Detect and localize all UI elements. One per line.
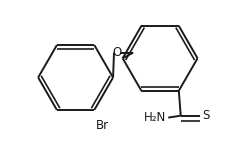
Text: H₂N: H₂N: [144, 111, 166, 124]
Text: O: O: [112, 46, 121, 59]
Text: S: S: [201, 109, 209, 122]
Text: Br: Br: [96, 119, 109, 132]
